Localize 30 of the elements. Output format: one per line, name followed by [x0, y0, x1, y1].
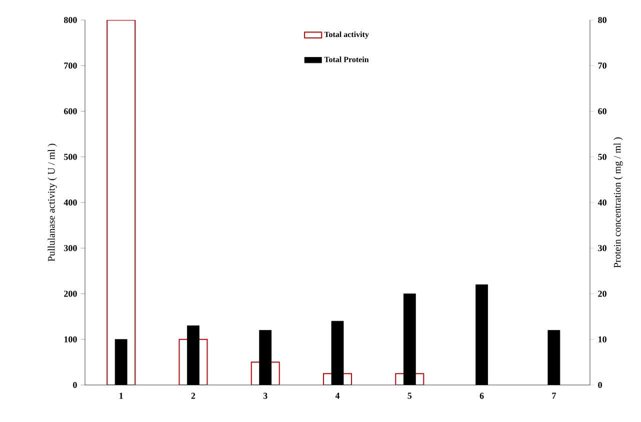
x-tick-label: 5: [408, 392, 412, 399]
y2-tick-label: 50: [598, 154, 606, 160]
legend-label: Total activity: [324, 32, 369, 39]
y-tick-label: 200: [64, 290, 77, 297]
y2-tick-label: 20: [598, 290, 606, 297]
x-tick-label: 3: [263, 392, 268, 399]
y-tick-label: 600: [64, 108, 77, 114]
x-tick-label: 1: [120, 392, 123, 399]
y2-tick-label: 0: [598, 382, 602, 388]
x-tick-label: 2: [191, 392, 196, 399]
y2-tick-label: 40: [598, 199, 606, 206]
y2-tick-label: 30: [598, 245, 606, 252]
y-tick-label: 500: [64, 154, 77, 160]
y2-tick-label: 10: [598, 336, 606, 342]
x-tick-label: 4: [335, 392, 340, 399]
y2-tick-label: 70: [598, 62, 606, 69]
y-tick-label: 800: [64, 16, 77, 24]
y-tick-label: 400: [64, 199, 77, 206]
bar: [106, 20, 136, 385]
y2-tick-label: 80: [598, 16, 606, 24]
y-tick-label: 300: [64, 245, 77, 252]
x-tick-label: 6: [480, 392, 484, 399]
y2-axis-title: Protein concentration ( mg / ml ): [614, 137, 623, 268]
legend-label: Total Protein: [324, 56, 369, 62]
y-tick-label: 100: [64, 336, 77, 342]
y-axis-title: Pullulanase activity ( U / ml ): [48, 144, 57, 262]
y2-tick-label: 60: [598, 108, 606, 114]
x-tick-label: 7: [552, 392, 556, 399]
y-tick-label: 0: [73, 382, 77, 388]
y-tick-label: 700: [64, 62, 77, 69]
